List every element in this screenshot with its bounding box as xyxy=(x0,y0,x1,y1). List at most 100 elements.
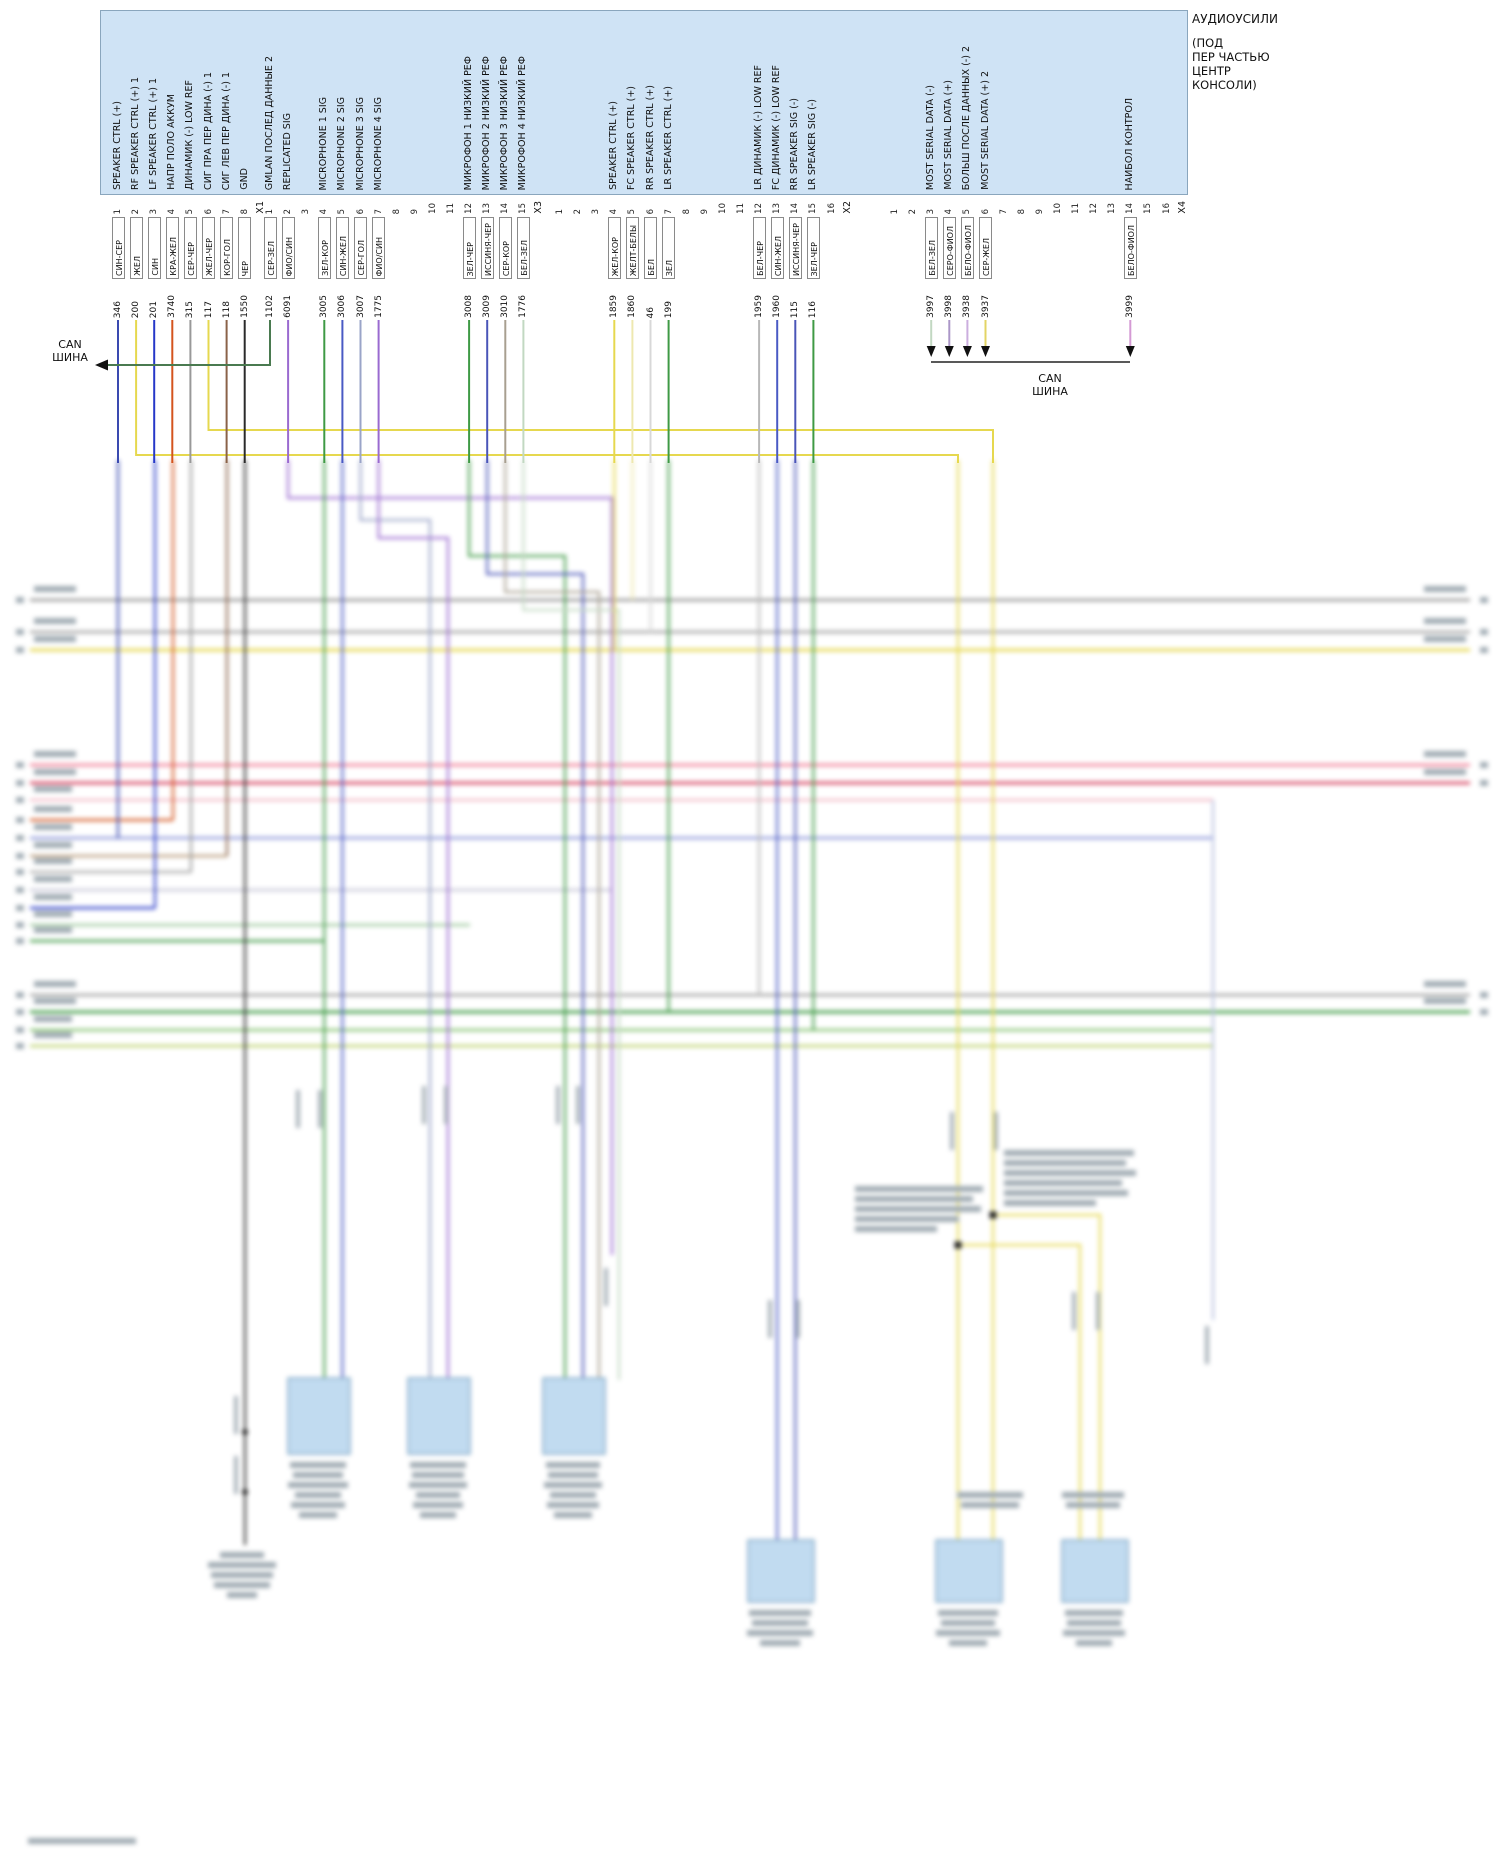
blurred-label xyxy=(855,1186,983,1192)
blurred-wire-tag xyxy=(1072,1292,1076,1330)
blurred-wire-tag xyxy=(234,1396,238,1434)
can-arrow-icon xyxy=(1125,346,1135,357)
wire-color-box: ЗЕЛ-ЧЕР xyxy=(462,217,476,279)
blurred-wire-tag xyxy=(768,1300,772,1338)
blurred-label xyxy=(34,636,76,642)
wire-color-box: ЖЕЛ-КОР xyxy=(607,217,621,279)
amplifier-location-line: ЦЕНТР xyxy=(1192,64,1231,78)
blurred-label xyxy=(949,1640,987,1646)
wire-run xyxy=(504,460,601,1380)
blurred-label xyxy=(1424,769,1466,775)
blurred-label xyxy=(208,1562,276,1568)
blurred-label xyxy=(227,1592,257,1598)
blurred-pin-ref xyxy=(16,1009,24,1015)
blurred-label xyxy=(957,1492,1023,1498)
blurred-label xyxy=(1424,998,1466,1004)
blurred-label xyxy=(299,1512,337,1518)
blurred-label xyxy=(941,1620,995,1626)
blurred-label xyxy=(34,824,72,830)
wire-color-box: ЗЕЛ-КОР xyxy=(317,217,331,279)
amplifier-title-block: АУДИОУСИЛИ (ПОД ПЕР ЧАСТЬЮ ЦЕНТР КОНСОЛИ… xyxy=(1192,12,1278,92)
blurred-label xyxy=(1065,1610,1123,1616)
can-bus-label-left: CAN ШИНА xyxy=(44,338,96,364)
wire-color-box: ИССИНЯ-ЧЕР xyxy=(788,217,802,279)
blurred-label xyxy=(547,1502,599,1508)
blurred-pin-ref xyxy=(16,647,24,653)
can-label-text: CAN xyxy=(58,338,82,351)
blurred-pin-ref xyxy=(16,938,24,944)
blurred-footer-code xyxy=(28,1838,136,1844)
blurred-label xyxy=(1063,1630,1125,1636)
blurred-label xyxy=(747,1630,813,1636)
wire-color-box: БЕЛО-ФИОЛ xyxy=(960,217,974,279)
blurred-pin-ref xyxy=(16,853,24,859)
wire-color-box: ЧЕР xyxy=(238,217,252,279)
blurred-wire-tag xyxy=(1205,1326,1209,1364)
wire-color-box: СЕР-ЖЕЛ xyxy=(979,217,992,279)
wire-run xyxy=(486,460,585,1380)
blurred-pin-ref xyxy=(16,835,24,841)
component-box xyxy=(287,1377,351,1455)
blurred-wire-tag xyxy=(1096,1292,1100,1330)
amplifier-location-line: ПЕР ЧАСТЬЮ xyxy=(1192,50,1270,64)
blurred-label xyxy=(34,586,76,592)
blurred-label xyxy=(34,981,76,987)
blurred-label xyxy=(550,1492,596,1498)
blurred-wire-tag xyxy=(950,1112,954,1150)
wire-run xyxy=(522,460,621,1380)
can-label-text: ШИНА xyxy=(1032,385,1068,398)
wire-color-box: СИН xyxy=(147,217,161,279)
wire-color-box: СИН-СЕР xyxy=(111,217,125,279)
blurred-label xyxy=(1004,1180,1122,1186)
blurred-label xyxy=(936,1630,1000,1636)
can-arrow-icon xyxy=(944,346,954,357)
blurred-label xyxy=(291,1502,345,1508)
blurred-label xyxy=(290,1462,346,1468)
wire-color-box: СЕР-ЗЕЛ xyxy=(263,217,277,279)
wire-color-box: ЖЕЛТ-БЕЛЫ xyxy=(625,217,639,279)
blurred-pin-ref xyxy=(16,780,24,786)
wire-color-box: ИССИНЯ-ЧЕР xyxy=(480,217,494,279)
blurred-label xyxy=(34,911,72,917)
blurred-label xyxy=(855,1206,981,1212)
wire-color-box: ЖЕЛ-ЧЕР xyxy=(202,217,215,279)
blurred-label xyxy=(855,1196,973,1202)
wire-color-box: ЗЕЛ-ЧЕР xyxy=(806,217,820,279)
blurred-pin-ref xyxy=(16,762,24,768)
wire-color-box: КРА-ЖЕЛ xyxy=(165,217,179,279)
blurred-wire-tag xyxy=(318,1090,322,1128)
wire-run xyxy=(287,460,614,1255)
blurred-label xyxy=(1076,1640,1112,1646)
blurred-pin-ref xyxy=(16,1027,24,1033)
blurred-label xyxy=(1424,636,1466,642)
wire-color-box: БЕЛ-ЧЕР xyxy=(752,217,766,279)
can-arrow-icon xyxy=(95,359,108,371)
blurred-label xyxy=(214,1582,270,1588)
wire-color-box: СЕРО-ФИОЛ xyxy=(942,217,956,279)
amplifier-connector-box xyxy=(100,10,1188,195)
blurred-pin-ref xyxy=(16,817,24,823)
blurred-pin-ref xyxy=(16,597,24,603)
can-arrow-icon xyxy=(981,346,990,357)
blurred-label xyxy=(413,1502,463,1508)
blurred-label xyxy=(938,1610,998,1616)
blurred-label xyxy=(855,1226,937,1232)
wire-color-box: ФИО/СИН xyxy=(281,217,295,279)
can-arrow-icon xyxy=(962,346,972,357)
blurred-wire-tag xyxy=(604,1268,608,1306)
blurred-label xyxy=(961,1502,1019,1508)
wire-run xyxy=(958,1243,1082,1542)
blurred-label xyxy=(34,998,76,1004)
blurred-label xyxy=(412,1472,464,1478)
junction-dot xyxy=(242,1429,248,1435)
blurred-label xyxy=(752,1620,808,1626)
component-box xyxy=(935,1539,1003,1603)
can-arrow-icon xyxy=(926,346,936,357)
blurred-label xyxy=(34,618,76,624)
blurred-label xyxy=(554,1512,592,1518)
wire-color-box: СЕР-ГОЛ xyxy=(354,217,367,279)
component-box xyxy=(407,1377,471,1455)
blurred-label xyxy=(34,927,72,933)
component-box xyxy=(542,1377,606,1455)
